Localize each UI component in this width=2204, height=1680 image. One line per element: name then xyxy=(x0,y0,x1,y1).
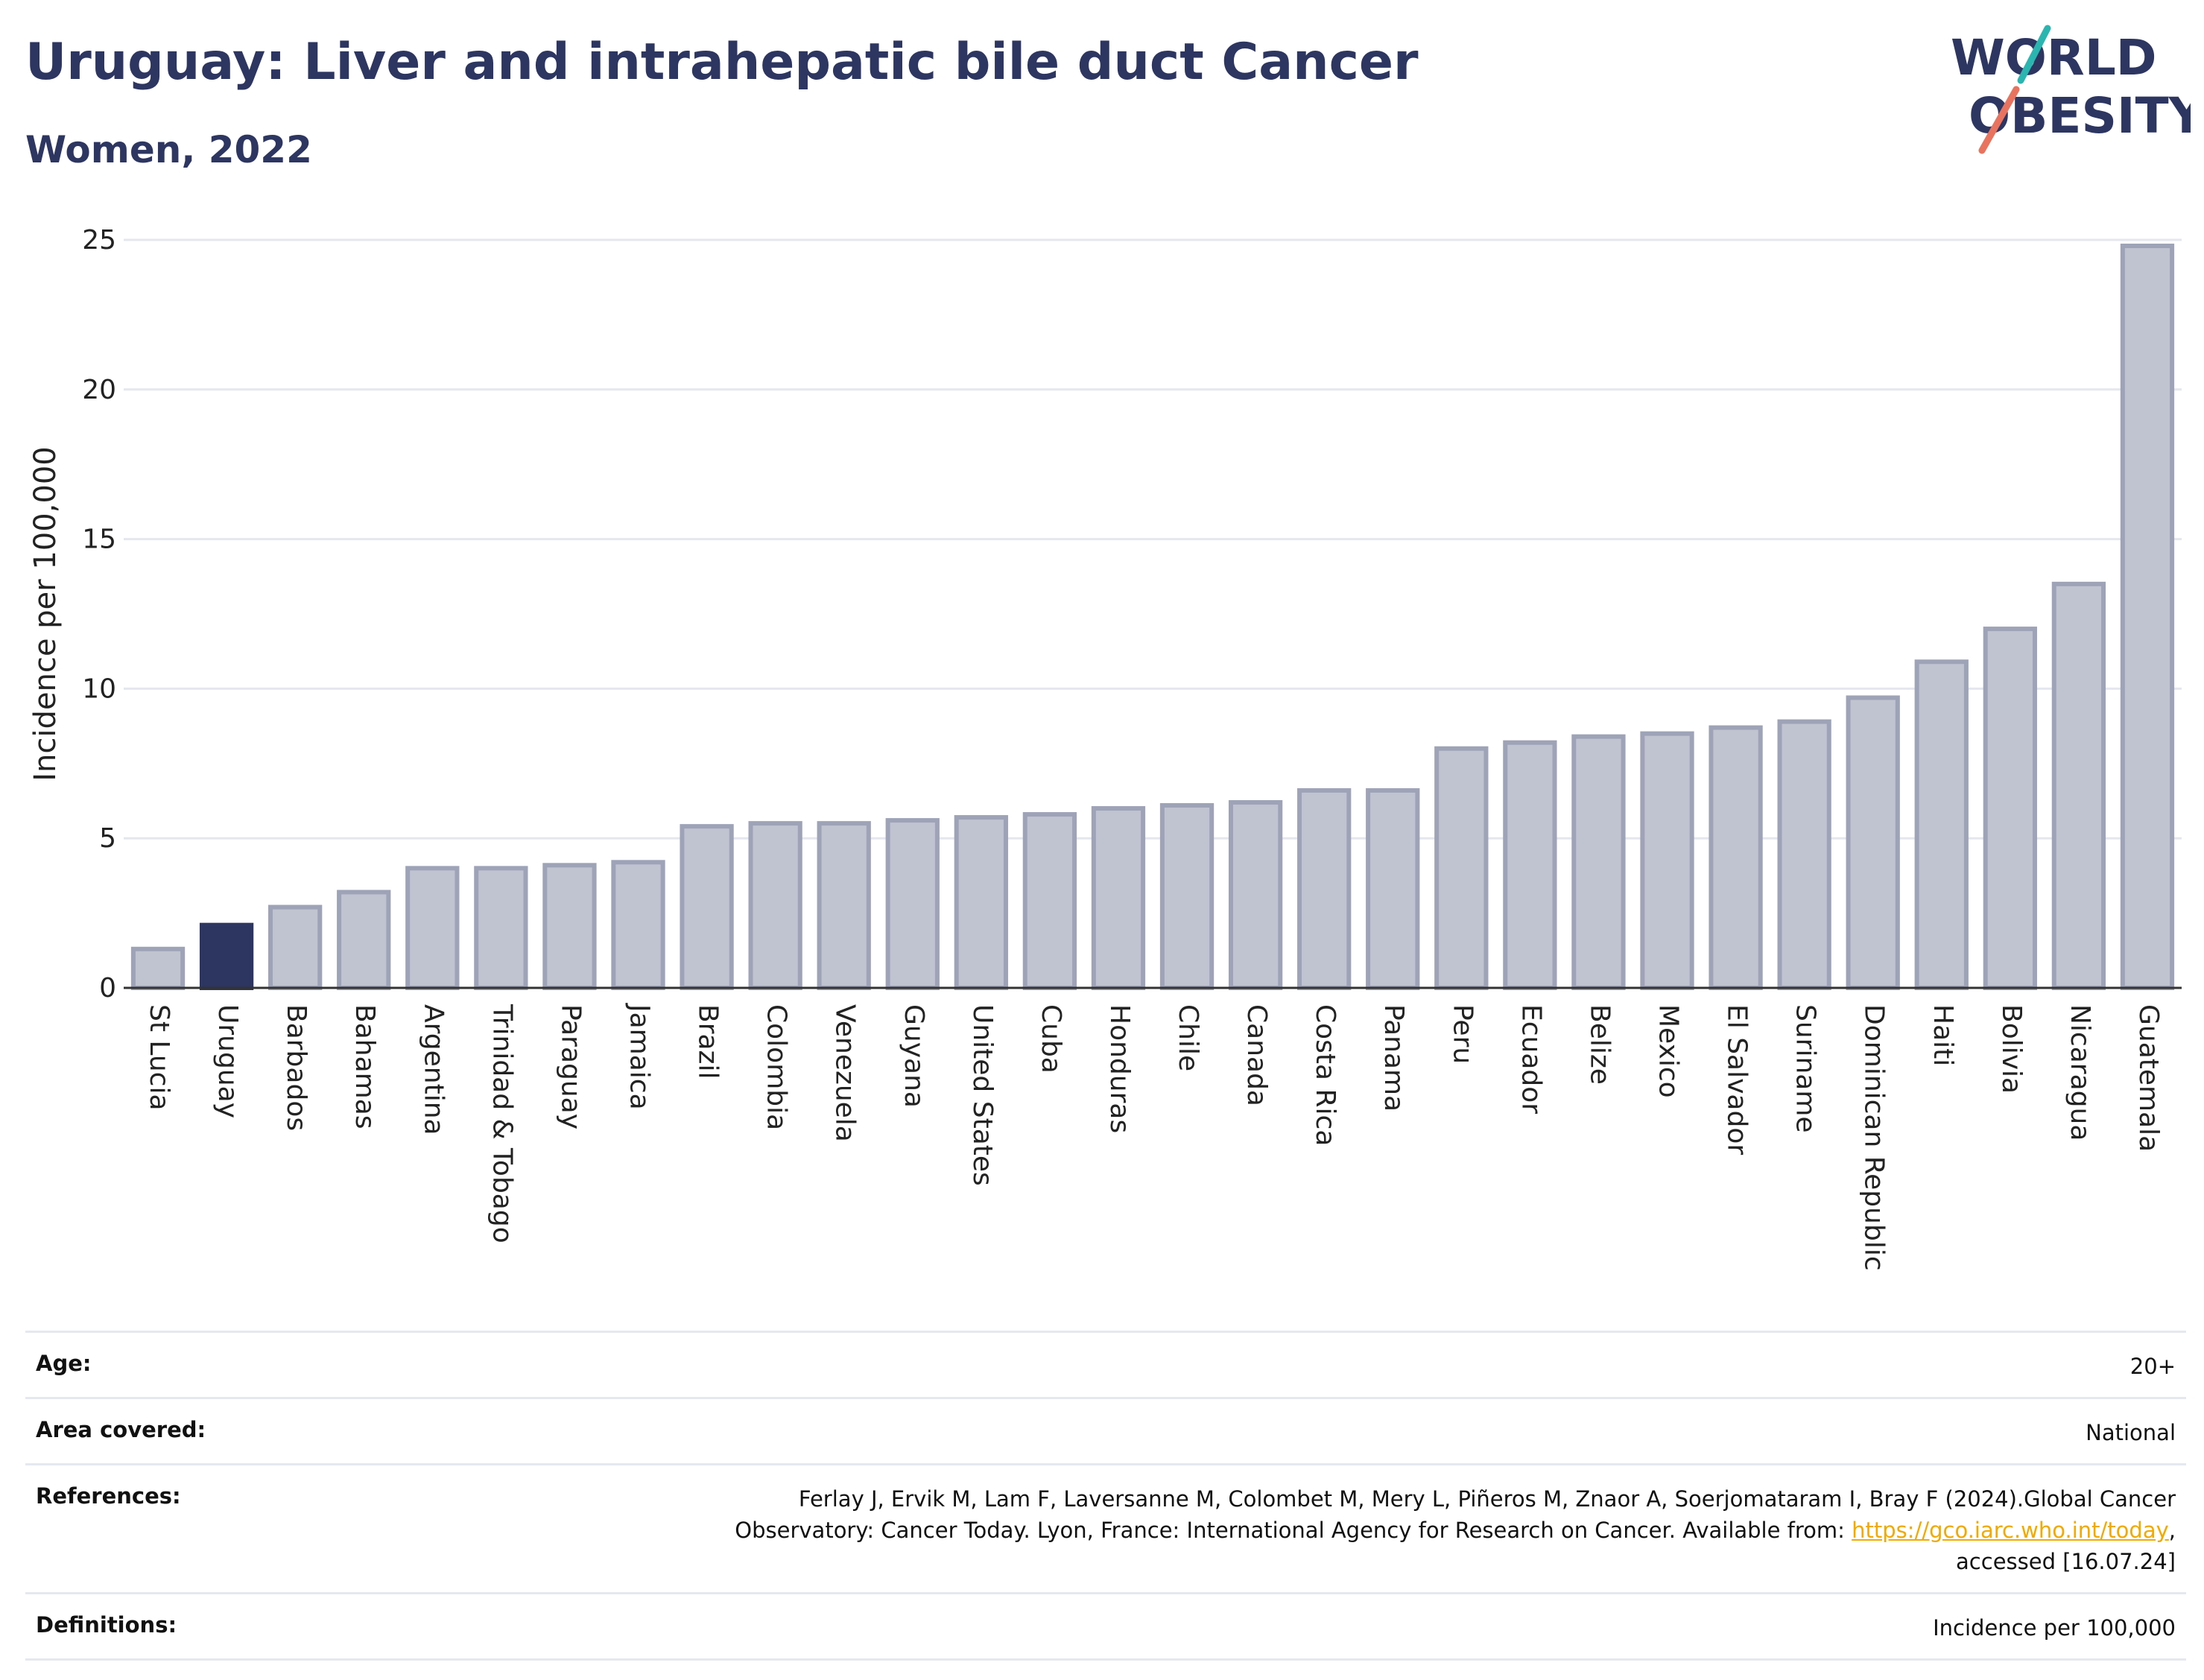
bar-honduras xyxy=(1091,806,1146,991)
x-tick-label: Colombia xyxy=(761,1004,792,1130)
bar-st-lucia xyxy=(130,946,186,990)
references-line3: accessed [16.07.24] xyxy=(1956,1549,2176,1574)
bar-brazil xyxy=(680,824,734,990)
x-tick-label: Chile xyxy=(1173,1004,1203,1071)
logo-text-obesity: OBESITY xyxy=(1969,87,2191,145)
x-tick-label: Haiti xyxy=(1928,1004,1958,1066)
bar-nicaragua xyxy=(2051,581,2106,990)
y-tick-label: 0 xyxy=(99,973,116,1004)
references-link[interactable]: https://gco.iarc.who.int/today xyxy=(1852,1518,2169,1543)
bar-guatemala xyxy=(2120,244,2175,991)
logo-slash-teal xyxy=(2017,25,2051,84)
x-tick-label: Costa Rica xyxy=(1310,1004,1340,1146)
meta-value-definitions: Incidence per 100,000 xyxy=(1933,1615,2176,1641)
y-tick-label: 25 xyxy=(82,225,116,256)
x-tick-label: St Lucia xyxy=(144,1004,174,1111)
references-line2-end: , xyxy=(2168,1518,2176,1543)
x-tick-label: Venezuela xyxy=(830,1004,861,1142)
x-tick-label: Ecuador xyxy=(1516,1004,1546,1114)
meta-label-definitions: Definitions: xyxy=(36,1612,177,1638)
x-tick-label: Uruguay xyxy=(212,1004,243,1118)
x-tick-label: Suriname xyxy=(1790,1004,1821,1133)
bar-bahamas xyxy=(337,890,391,991)
y-tick-label: 15 xyxy=(82,524,116,555)
x-tick-label: Belize xyxy=(1584,1004,1615,1085)
references-line1: Ferlay J, Ervik M, Lam F, Laversanne M, … xyxy=(798,1486,2176,1512)
bar-uruguay xyxy=(199,922,254,990)
bar-guyana xyxy=(885,818,940,990)
logo-slash-coral xyxy=(1978,86,2020,154)
bar-dominican-republic xyxy=(1846,695,1900,990)
bar-mexico xyxy=(1640,731,1694,990)
x-tick-label: Honduras xyxy=(1104,1004,1135,1133)
bar-peru xyxy=(1434,746,1489,990)
bar-bolivia xyxy=(1983,627,2037,991)
meta-label-age: Age: xyxy=(36,1351,92,1376)
bar-belize xyxy=(1571,734,1626,990)
meta-row-area: Area covered: National xyxy=(25,1397,2186,1463)
bar-colombia xyxy=(748,821,802,990)
bar-trinidad-tobago xyxy=(474,866,528,990)
bar-cuba xyxy=(1022,812,1077,991)
references-line2: Observatory: Cancer Today. Lyon, France:… xyxy=(735,1518,1852,1543)
y-tick-label: 10 xyxy=(82,673,116,704)
x-tick-label: Brazil xyxy=(693,1004,723,1079)
bar-paraguay xyxy=(542,863,597,990)
x-tick-label: Trinidad & Tobago xyxy=(487,1004,517,1243)
bar-venezuela xyxy=(817,821,871,990)
bar-canada xyxy=(1228,800,1283,991)
x-tick-label: Bahamas xyxy=(349,1004,380,1129)
bar-costa-rica xyxy=(1297,787,1352,990)
x-tick-label: Bolivia xyxy=(1996,1004,2027,1094)
x-tick-label: Paraguay xyxy=(555,1004,586,1129)
x-tick-label: Nicaragua xyxy=(2065,1004,2095,1141)
x-tick-label: Cuba xyxy=(1036,1004,1066,1074)
x-tick-label: Canada xyxy=(1241,1004,1272,1106)
x-tick-label: Panama xyxy=(1378,1004,1409,1112)
meta-value-area: National xyxy=(2086,1420,2176,1445)
bar-el-salvador xyxy=(1709,725,1763,990)
metadata-table: Age: 20+ Area covered: National Referenc… xyxy=(25,1331,2186,1661)
bar-barbados xyxy=(268,904,323,990)
x-tick-label: United States xyxy=(967,1004,998,1186)
y-tick-label: 5 xyxy=(99,823,116,854)
chart-subtitle: Women, 2022 xyxy=(25,128,312,171)
x-tick-label: Jamaica xyxy=(624,1003,655,1110)
x-tick-label: Mexico xyxy=(1653,1004,1684,1098)
x-tick-label: Dominican Republic xyxy=(1859,1004,1890,1271)
x-tick-label: Argentina xyxy=(418,1004,449,1135)
meta-value-references: Ferlay J, Ervik M, Lam F, Laversanne M, … xyxy=(735,1483,2176,1577)
y-tick-label: 20 xyxy=(82,375,116,405)
meta-label-references: References: xyxy=(36,1483,181,1509)
meta-row-age: Age: 20+ xyxy=(25,1331,2186,1397)
bar-jamaica xyxy=(611,860,665,990)
meta-row-definitions: Definitions: Incidence per 100,000 xyxy=(25,1592,2186,1661)
meta-row-references: References: Ferlay J, Ervik M, Lam F, La… xyxy=(25,1463,2186,1592)
meta-value-age: 20+ xyxy=(2129,1354,2176,1379)
y-axis-label: Incidence per 100,000 xyxy=(28,446,63,782)
bar-panama xyxy=(1366,787,1420,990)
bar-chart: 0 5 10 15 20 25 Incidence per 100,000 St Lucia U… xyxy=(28,225,2182,1271)
bar-argentina xyxy=(405,866,460,990)
logo-text-world: WORLD xyxy=(1951,29,2157,86)
bar-suriname xyxy=(1777,719,1831,990)
world-obesity-logo: WORLD OBESITY xyxy=(1951,25,2191,154)
x-tick-label: Peru xyxy=(1447,1004,1478,1064)
x-tick-label: Barbados xyxy=(281,1004,311,1131)
bar-united-states xyxy=(954,815,1008,991)
bar-chile xyxy=(1159,803,1215,991)
x-tick-label: Guatemala xyxy=(2133,1004,2164,1152)
x-tick-label: El Salvador xyxy=(1722,1004,1752,1155)
bar-haiti xyxy=(1914,659,1969,990)
x-tick-label: Guyana xyxy=(899,1004,929,1108)
chart-title: Uruguay: Liver and intrahepatic bile duc… xyxy=(25,33,1419,92)
bar-ecuador xyxy=(1503,740,1557,990)
meta-label-area: Area covered: xyxy=(36,1417,206,1442)
